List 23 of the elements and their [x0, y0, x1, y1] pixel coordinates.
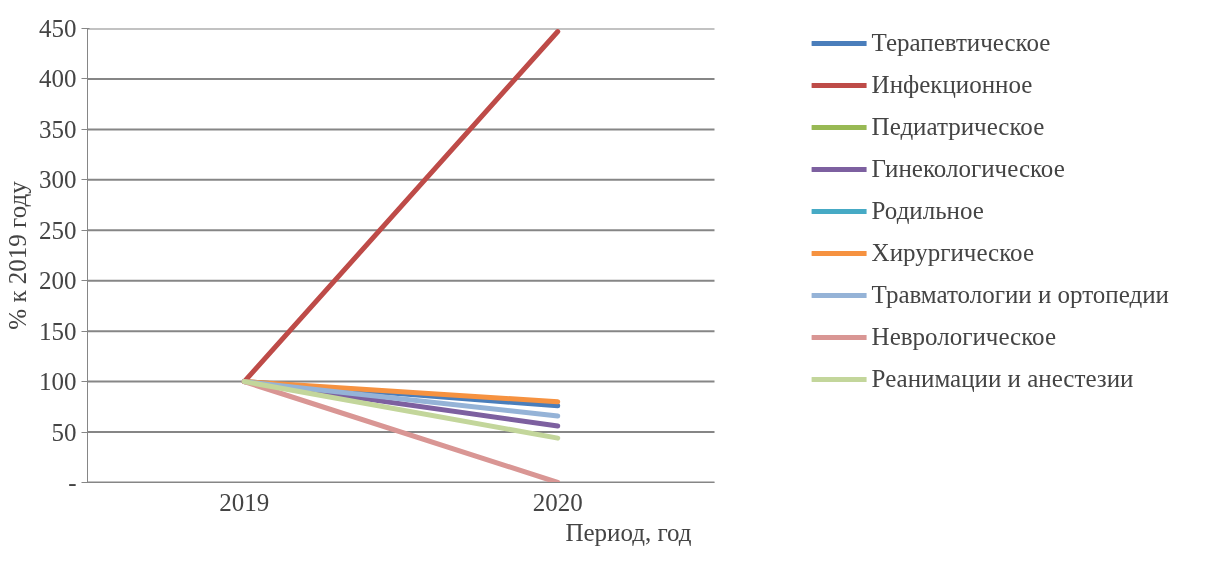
legend-label: Терапевтическое [871, 28, 1051, 58]
y-tick-label: 400 [39, 65, 77, 93]
y-tick-label: - [68, 469, 77, 496]
legend-label: Родильное [871, 196, 984, 226]
legend-label: Травматологии и ортопедии [871, 280, 1169, 310]
x-tick-label: 2019 [219, 488, 270, 516]
y-tick-label: 200 [39, 267, 77, 295]
x-tick-label: 2020 [532, 488, 583, 516]
legend-label: Гинекологическое [871, 154, 1065, 184]
legend-label: Инфекционное [871, 70, 1033, 100]
y-tick-label: 350 [39, 115, 77, 143]
legend-label: Реанимации и анестезии [871, 364, 1134, 394]
y-axis-title: % к 2019 году [4, 180, 31, 330]
y-tick-label: 100 [39, 368, 77, 396]
y-tick-label: 150 [39, 317, 77, 345]
y-tick-label: 50 [51, 418, 77, 446]
y-tick-label: 300 [39, 166, 77, 194]
legend-label: Хирургическое [871, 238, 1034, 268]
y-tick-label: 250 [39, 216, 77, 244]
legend-label: Педиатрическое [871, 112, 1045, 142]
legend-label: Неврологическое [871, 322, 1056, 352]
y-tick-label: 450 [39, 15, 77, 42]
x-axis-title: Период, год [565, 518, 692, 546]
